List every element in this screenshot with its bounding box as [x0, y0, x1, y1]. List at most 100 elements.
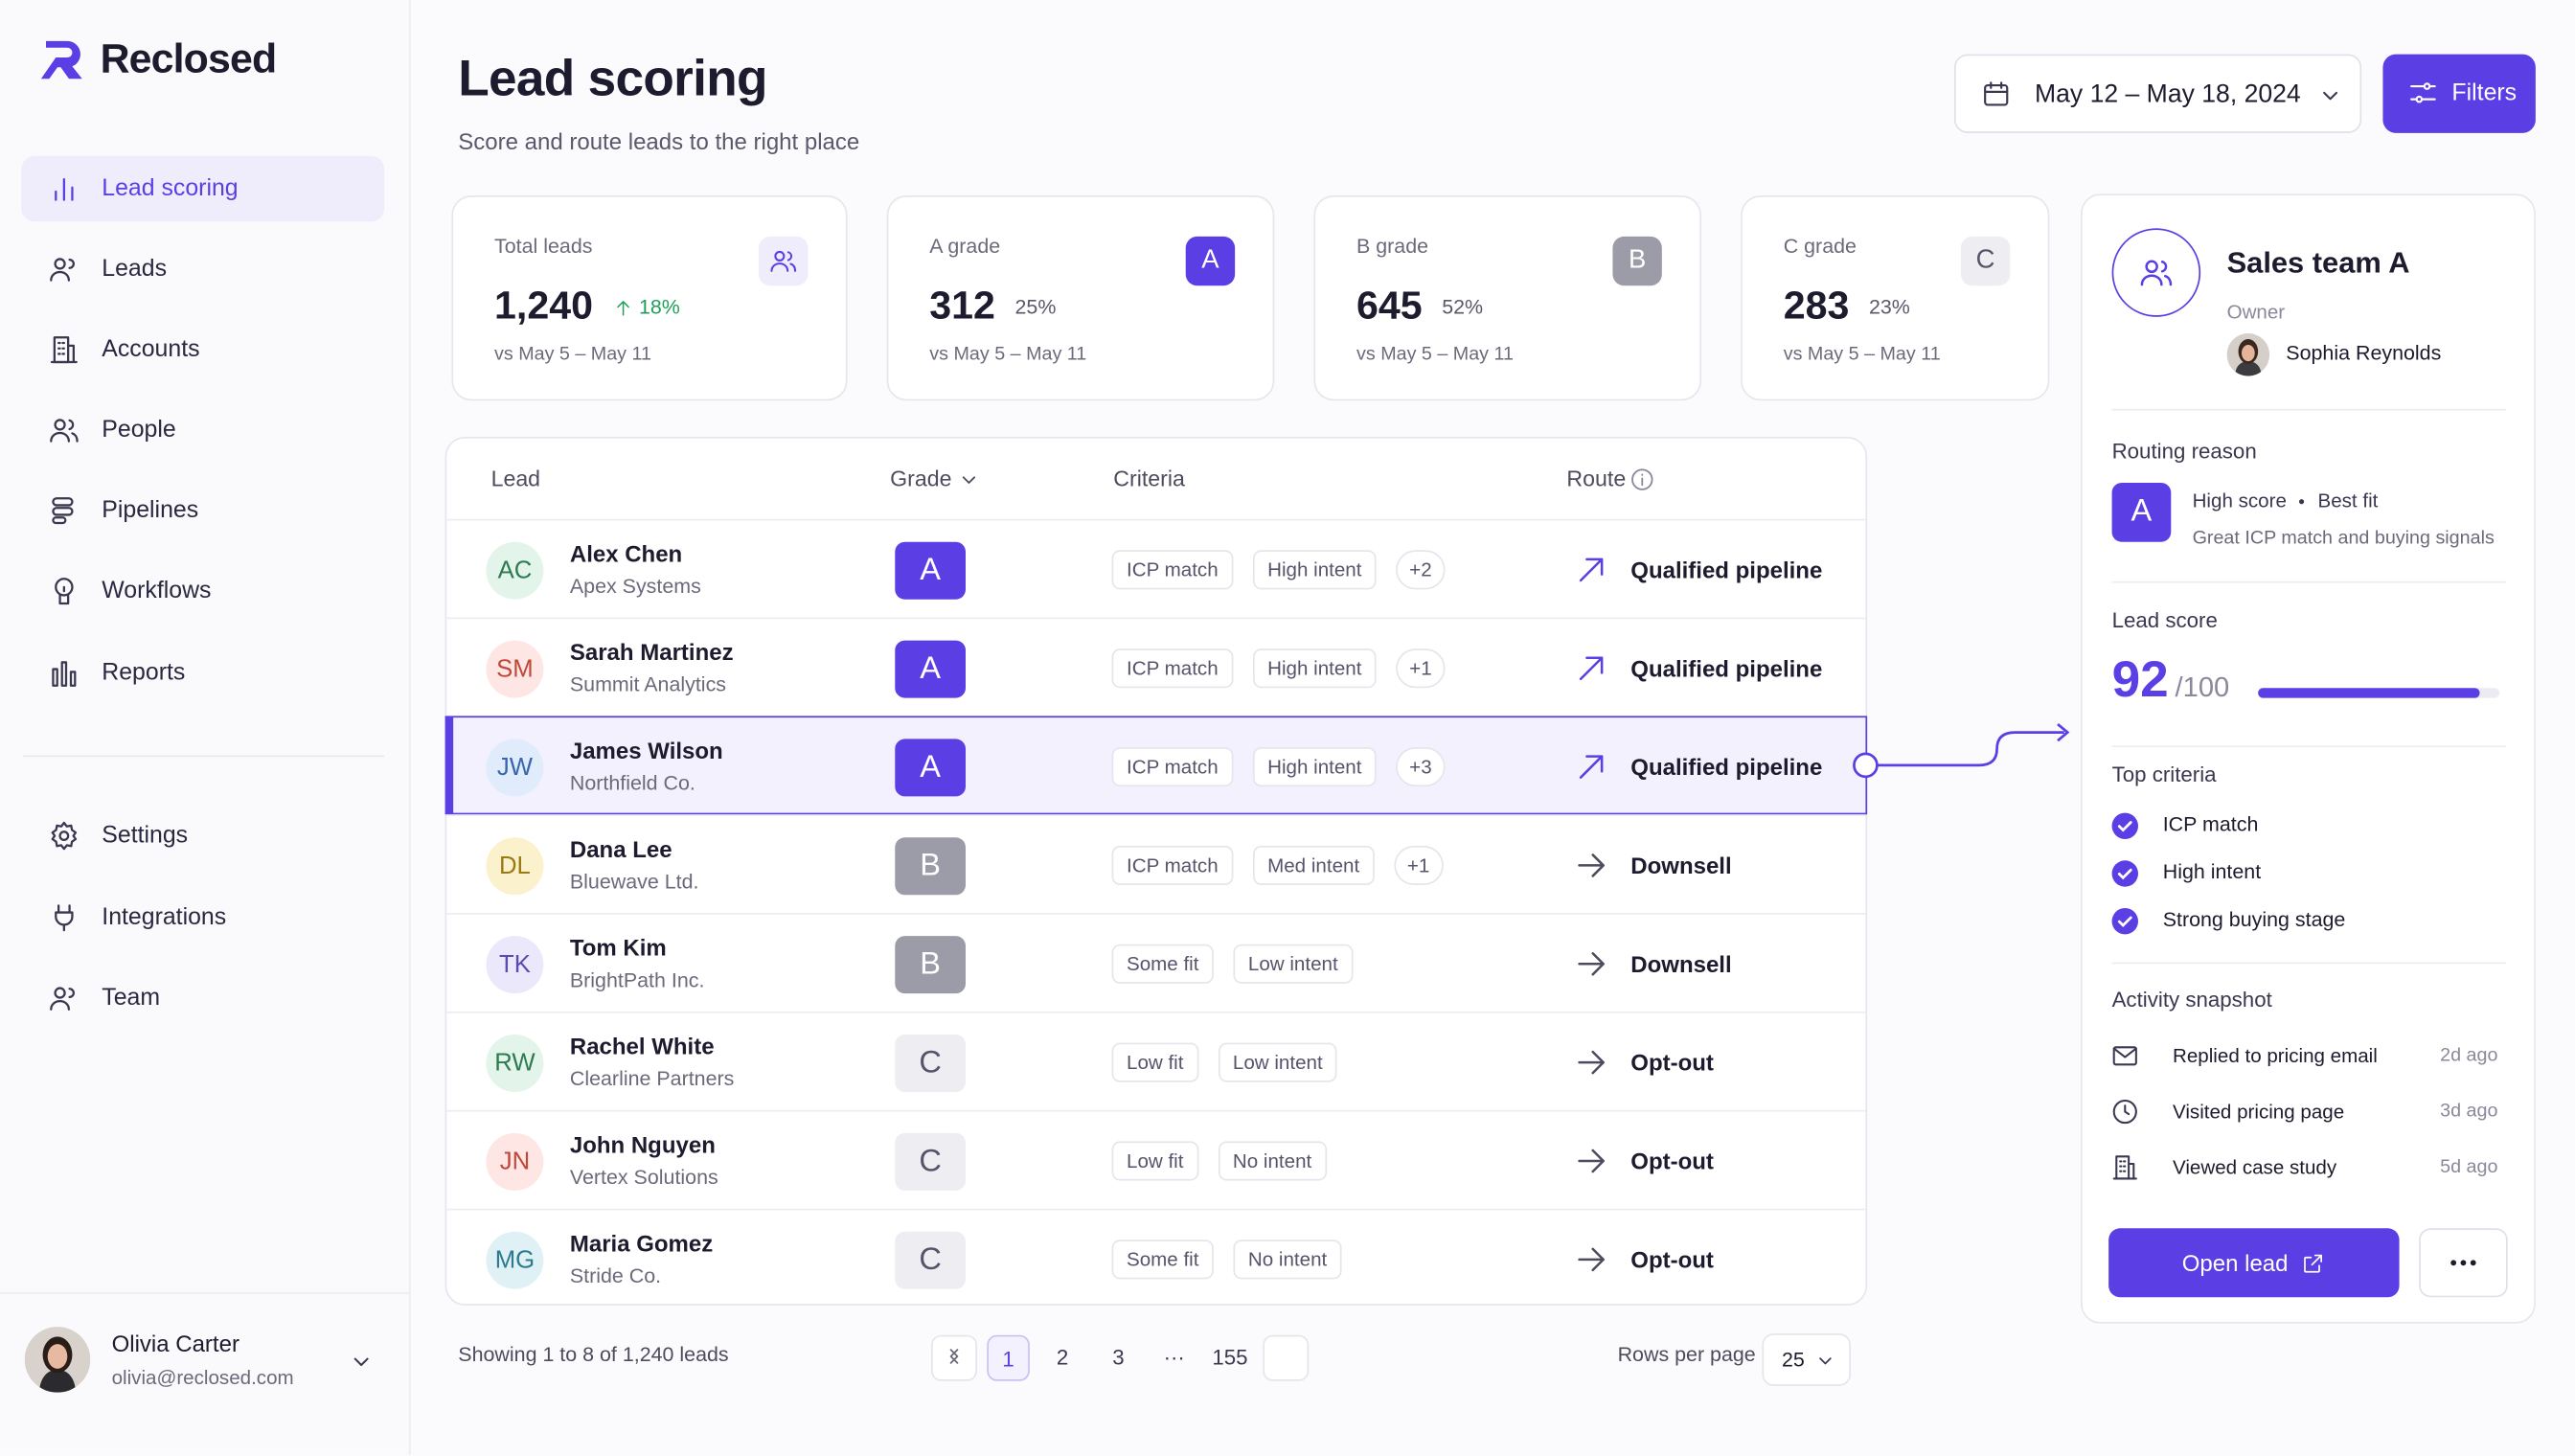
- nav-label: Reports: [102, 659, 186, 687]
- criteria-chip: Some fit: [1111, 944, 1214, 984]
- table-row[interactable]: DL Dana Lee Bluewave Ltd. B ICP match Med int…: [446, 814, 1866, 913]
- stat-compare: vs May 5 – May 11: [1356, 344, 1514, 365]
- nav-item[interactable]: Integrations: [21, 885, 384, 951]
- check-icon: [2111, 908, 2139, 935]
- route-icon: [1573, 1143, 1609, 1179]
- stat-card: Total leads 1,240 18% vs May 5 – May 11: [451, 195, 848, 401]
- table-row[interactable]: RW Rachel White Clearline Partners C Low fit…: [446, 1012, 1866, 1110]
- people-icon: [2138, 255, 2175, 291]
- nav-item[interactable]: Reports: [21, 641, 384, 707]
- rows-per-page[interactable]: 25: [1762, 1333, 1852, 1386]
- lead-company: Northfield Co.: [569, 772, 695, 796]
- route-label: Opt-out: [1630, 1246, 1714, 1273]
- reason-secondary: Best fit: [2317, 489, 2379, 512]
- nav-item[interactable]: Team: [21, 966, 384, 1032]
- activity-text: Viewed case study: [2173, 1155, 2337, 1179]
- section-label: Activity snapshot: [2111, 987, 2272, 1012]
- separator-dot: [2299, 498, 2305, 504]
- rows-per-page-value: 25: [1782, 1348, 1805, 1372]
- column-header: Route: [1566, 466, 1627, 490]
- nav-item[interactable]: Workflows: [21, 558, 384, 625]
- stat-badge: B: [1612, 236, 1662, 286]
- lead-avatar: DL: [486, 837, 544, 896]
- open-lead-label: Open lead: [2181, 1249, 2289, 1277]
- connector: [1853, 716, 2083, 782]
- criteria-chips: ICP match High intent +1: [1111, 648, 1446, 689]
- page-title: Lead scoring: [458, 49, 767, 107]
- page-arrow[interactable]: [931, 1334, 978, 1381]
- stat-compare: vs May 5 – May 11: [929, 344, 1087, 365]
- table-row[interactable]: JN John Nguyen Vertex Solutions C Low fit No …: [446, 1109, 1866, 1209]
- route-label: Downsell: [1630, 853, 1732, 879]
- stat-badge: A: [1185, 236, 1236, 286]
- lead-name: Dana Lee: [569, 835, 672, 863]
- nav-item[interactable]: Pipelines: [21, 478, 384, 544]
- more-button[interactable]: [2419, 1228, 2508, 1298]
- grade-badge: A: [895, 739, 967, 797]
- criteria-chips: Low fit No intent: [1111, 1141, 1327, 1181]
- grade-badge: C: [895, 1132, 967, 1191]
- route-label: Opt-out: [1630, 1148, 1714, 1175]
- criteria-chips: ICP match High intent +3: [1111, 747, 1446, 787]
- nav-label: Integrations: [102, 904, 227, 931]
- lead-avatar: AC: [486, 541, 544, 600]
- stat-badge: [759, 236, 809, 286]
- stat-value: 645: [1356, 284, 1423, 329]
- grade-badge: B: [895, 936, 967, 994]
- page-button[interactable]: 1: [987, 1334, 1030, 1381]
- reason: High score: [2192, 489, 2287, 512]
- criteria-chip: +2: [1396, 550, 1446, 590]
- score-row: 92/100: [2112, 650, 2230, 710]
- divider: [2111, 408, 2507, 411]
- activity-text: Replied to pricing email: [2173, 1043, 2378, 1067]
- user-menu[interactable]: Olivia Carter olivia@reclosed.com: [0, 1292, 411, 1455]
- grade-badge: A: [2111, 483, 2172, 542]
- lead-name: James Wilson: [569, 738, 723, 764]
- lead-name: Maria Gomez: [569, 1230, 714, 1257]
- page-button[interactable]: 155: [1212, 1345, 1248, 1370]
- criteria-chip: ICP match: [1111, 648, 1234, 689]
- stat-value-row: 645 52%: [1356, 279, 1483, 334]
- page-button[interactable]: 2: [1056, 1345, 1069, 1370]
- criteria-chip: High intent: [1252, 747, 1377, 787]
- nav-item[interactable]: Lead scoring: [21, 155, 385, 222]
- page-button[interactable]: 3: [1112, 1345, 1125, 1370]
- column-header[interactable]: Grade: [890, 466, 952, 490]
- nav-item[interactable]: People: [21, 398, 384, 464]
- activity-icon: [2110, 1152, 2140, 1182]
- criteria-item: Strong buying stage: [2162, 908, 2346, 932]
- page-button[interactable]: ···: [1163, 1345, 1185, 1370]
- nav-item[interactable]: Settings: [21, 803, 384, 869]
- filters-button[interactable]: Filters: [2382, 54, 2536, 133]
- table-row[interactable]: TK Tom Kim BrightPath Inc. B Some fit Low int…: [446, 913, 1866, 1012]
- section-label: Routing reason: [2111, 438, 2257, 464]
- table-row[interactable]: MG Maria Gomez Stride Co. C Some fit No inten…: [446, 1208, 1866, 1308]
- lead-company: Summit Analytics: [569, 673, 727, 697]
- criteria-chips: ICP match High intent +2: [1111, 550, 1446, 590]
- stat-card: B grade 645 52% vs May 5 – May 11 B: [1313, 195, 1702, 401]
- table-row[interactable]: SM Sarah Martinez Summit Analytics A ICP mat…: [446, 617, 1866, 717]
- calendar-icon: [1980, 79, 2012, 110]
- criteria-chip: Some fit: [1111, 1240, 1214, 1280]
- leads-table: Lead Grade Criteria Route AC Alex Chen Apex Sy…: [444, 437, 1868, 1308]
- lead-name: Tom Kim: [569, 934, 667, 962]
- criteria-chip: Low intent: [1233, 944, 1354, 984]
- route-label: Opt-out: [1630, 1049, 1714, 1077]
- grade-badge: A: [895, 640, 967, 698]
- chevron: [347, 1347, 376, 1376]
- nav-item[interactable]: Leads: [21, 237, 384, 303]
- table-row[interactable]: JW James Wilson Northfield Co. A ICP match Hi…: [444, 716, 1868, 815]
- date-picker[interactable]: May 12 – May 18, 2024: [1954, 54, 2362, 133]
- open-lead-button[interactable]: Open lead: [2108, 1228, 2400, 1298]
- criteria-chip: ICP match: [1111, 747, 1234, 787]
- page-arrow[interactable]: [949, 1334, 1310, 1381]
- activity-time: 2d ago: [2440, 1045, 2498, 1066]
- user-name: Olivia Carter: [111, 1330, 239, 1357]
- divider: [2111, 580, 2507, 583]
- table-row[interactable]: AC Alex Chen Apex Systems A ICP match High in…: [446, 518, 1866, 618]
- logo-mark: [39, 34, 88, 83]
- nav-item[interactable]: Accounts: [21, 317, 384, 383]
- criteria-chip: No intent: [1218, 1141, 1327, 1181]
- criteria-chip: High intent: [1252, 550, 1377, 590]
